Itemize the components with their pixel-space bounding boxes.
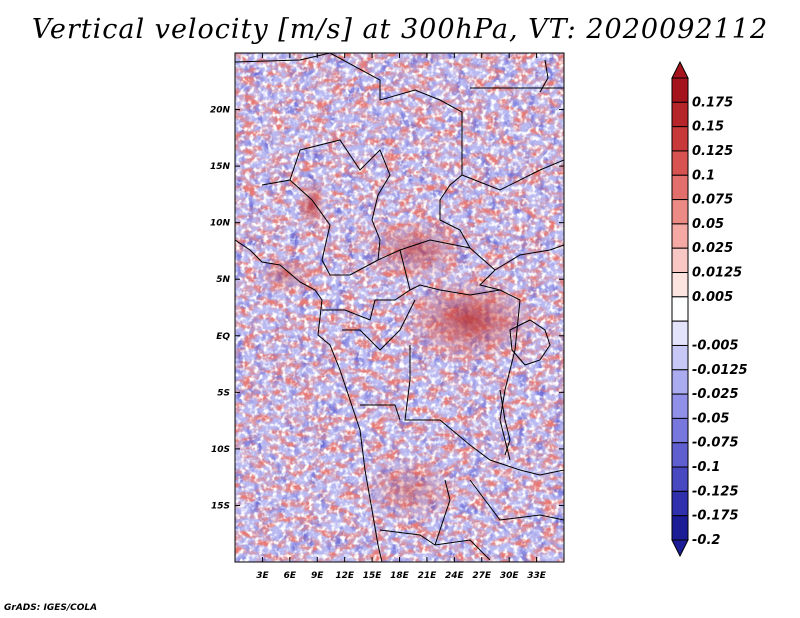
- colorbar-swatch: [671, 126, 689, 152]
- colorbar-swatch: [671, 466, 689, 492]
- colorbar-label: -0.125: [692, 484, 739, 499]
- colorbar-label: -0.0125: [692, 363, 748, 378]
- colorbar-swatch: [671, 150, 689, 176]
- colorbar-label: -0.075: [692, 436, 739, 451]
- lat-tick-label: 20N: [210, 106, 231, 116]
- lon-tick-label: 27E: [472, 571, 492, 581]
- colorbar-swatch: [671, 417, 689, 444]
- colorbar-swatch: [671, 320, 689, 346]
- lon-tick-label: 18E: [390, 571, 410, 581]
- colorbar-bottom-arrow: [671, 539, 689, 558]
- colorbar-swatch: [671, 344, 689, 371]
- colorbar-label: -0.1: [692, 460, 720, 475]
- colorbar-label: 0.075: [692, 193, 733, 208]
- colorbar-label: -0.2: [692, 533, 720, 548]
- colorbar-label: 0.1: [692, 168, 715, 183]
- grads-credit: GrADS: IGES/COLA: [4, 603, 98, 613]
- colorbar-label: -0.005: [692, 338, 739, 353]
- colorbar-top-arrow: [671, 60, 689, 79]
- colorbar-swatch: [671, 174, 689, 201]
- colorbar-swatch: [671, 490, 689, 517]
- colorbar-label: 0.005: [692, 290, 733, 305]
- colorbar-label: 0.15: [692, 120, 724, 135]
- colorbar-swatch: [671, 369, 689, 395]
- lon-tick-label: 33E: [527, 571, 547, 581]
- colorbar-swatch: [671, 77, 689, 103]
- colorbar-label: 0.05: [692, 217, 724, 232]
- lat-tick-label: 5N: [216, 275, 230, 285]
- lat-tick-label: 15S: [211, 501, 230, 511]
- lat-tick-label: EQ: [216, 332, 230, 342]
- colorbar-label: 0.125: [692, 144, 733, 159]
- colorbar-label: 0.175: [692, 95, 733, 110]
- lon-tick-label: 9E: [311, 571, 324, 581]
- colorbar-swatch: [671, 223, 689, 249]
- colorbar-swatch: [671, 272, 689, 298]
- colorbar-swatch: [671, 393, 689, 419]
- colorbar-label: 0.0125: [692, 266, 742, 281]
- lon-tick-label: 12E: [335, 571, 355, 581]
- plot-title: Vertical velocity [m/s] at 300hPa, VT: 2…: [31, 14, 769, 45]
- colorbar-label: 0.025: [692, 241, 733, 256]
- lon-tick-label: 15E: [363, 571, 383, 581]
- lon-tick-label: 6E: [284, 571, 297, 581]
- lat-tick-label: 15N: [210, 162, 231, 172]
- colorbar-swatch: [671, 515, 689, 541]
- colorbar-swatch: [671, 101, 689, 128]
- lon-tick-label: 21E: [418, 571, 438, 581]
- colorbar-swatch: [671, 247, 689, 274]
- lat-tick-label: 10N: [210, 219, 231, 229]
- colorbar-swatch: [671, 199, 689, 225]
- vertical-velocity-field: [235, 53, 564, 562]
- colorbar-label: -0.175: [692, 509, 739, 524]
- lon-tick-label: 24E: [445, 571, 465, 581]
- axis-ticks: 3E 6E 9E 12E 15E 18E 21E 24E 27E 30E 33E 20N 15N 10N 5…: [210, 53, 564, 581]
- colorbar-label: -0.025: [692, 387, 739, 402]
- colorbar-swatch: [671, 296, 689, 322]
- colorbar-swatch: [671, 442, 689, 468]
- lat-tick-label: 5S: [217, 388, 230, 398]
- country-borders: [235, 53, 564, 562]
- colorbar: 0.175 0.15 0.125 0.1 0.075 0.05 0.025 0.0125 0.0…: [671, 60, 748, 558]
- lon-tick-label: 30E: [500, 571, 520, 581]
- lon-tick-label: 3E: [256, 571, 269, 581]
- colorbar-label: -0.05: [692, 411, 729, 426]
- lat-tick-label: 10S: [211, 445, 230, 455]
